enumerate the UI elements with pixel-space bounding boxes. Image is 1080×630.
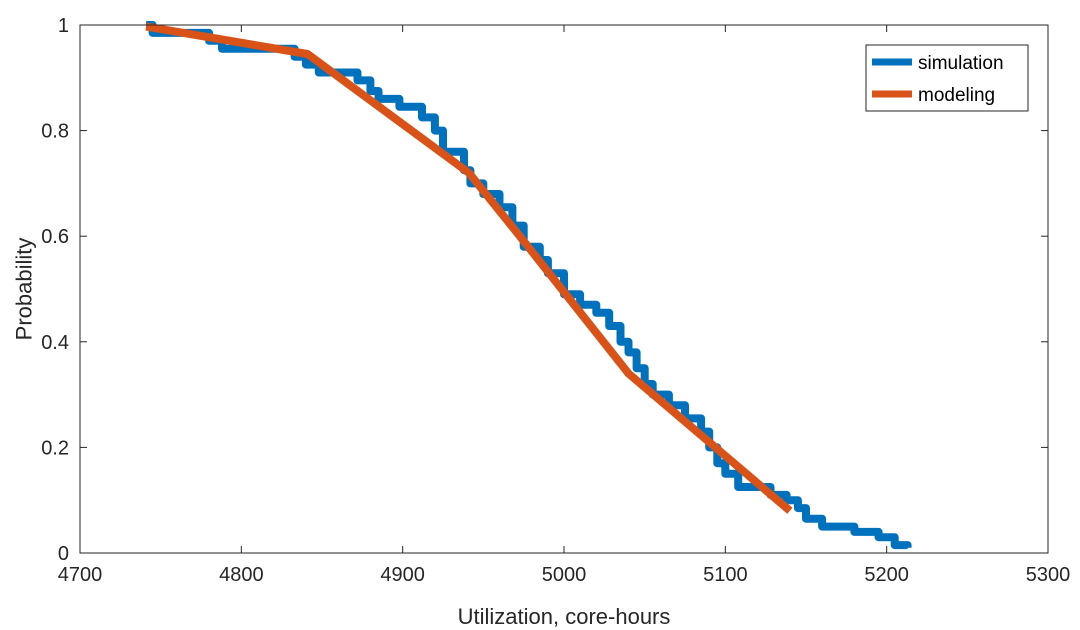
- x-tick-label: 4700: [58, 564, 103, 586]
- x-axis-title: Utilization, core-hours: [458, 604, 671, 629]
- series-layer: [145, 21, 912, 550]
- y-tick-label: 0.8: [41, 121, 69, 143]
- legend-box: [865, 44, 1029, 112]
- legend-label-modeling: modeling: [918, 85, 995, 106]
- x-tick-label: 5100: [703, 564, 748, 586]
- x-tick-label: 4900: [380, 564, 425, 586]
- x-tick-label: 4800: [219, 564, 264, 586]
- legend: simulation modeling: [865, 44, 1029, 112]
- y-tick-label: 1: [58, 15, 69, 37]
- y-tick-label: 0: [58, 543, 69, 565]
- x-tick-label: 5300: [1026, 564, 1071, 586]
- legend-label-simulation: simulation: [918, 53, 1004, 74]
- x-tick-label: 5200: [864, 564, 909, 586]
- series-line-modeling: [145, 22, 793, 514]
- ticks-layer: 4700 4800 4900 5000 5100 5200 5300 0 0.2 0.4 0.6 0.…: [41, 15, 1070, 586]
- series-line-simulation: [146, 21, 912, 550]
- y-tick-label: 0.2: [41, 437, 69, 459]
- y-tick-label: 0.4: [41, 332, 69, 354]
- x-tick-label: 5000: [542, 564, 587, 586]
- y-axis-title: Probability: [12, 238, 37, 341]
- y-tick-label: 0.6: [41, 226, 69, 248]
